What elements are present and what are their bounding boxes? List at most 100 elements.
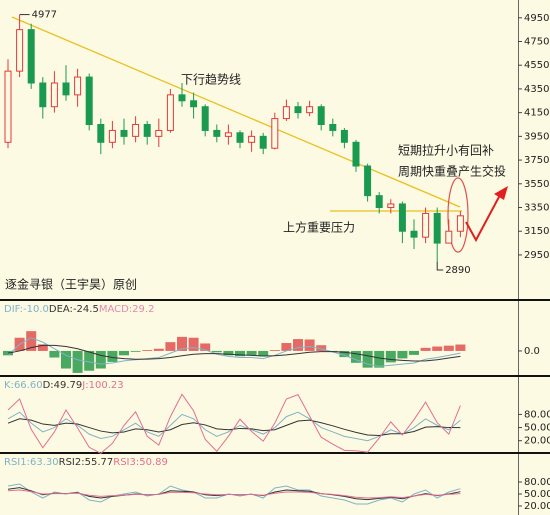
credit: 逐金寻银（王宇昊）原创 <box>5 277 137 292</box>
macd-bar <box>455 344 466 351</box>
candle-body <box>375 195 383 209</box>
indicator-line <box>7 489 461 499</box>
y-tick-label: 80.00 <box>524 409 550 420</box>
legend-name: RSI1: <box>4 457 30 468</box>
macd-bar <box>84 350 95 371</box>
macd-bar <box>130 350 141 352</box>
macd-bar <box>246 350 257 356</box>
trend-line <box>11 16 461 208</box>
macd-bar <box>3 350 13 356</box>
high-label: 4977 <box>32 10 57 21</box>
candle-body <box>224 132 232 137</box>
macd-bar <box>269 350 280 351</box>
candle-body <box>387 203 395 209</box>
candle-body <box>398 203 406 232</box>
candle-body <box>16 29 24 72</box>
candle-body <box>352 141 360 167</box>
macd-bar <box>119 350 129 356</box>
candle-body <box>282 106 290 120</box>
legend: RSI1:63.30RSI2:55.77RSI3:50.89 <box>4 457 168 468</box>
legend-value: 63.30 <box>30 457 59 468</box>
candle-body <box>120 129 128 137</box>
candle-body <box>190 100 198 108</box>
candle-body <box>213 129 221 137</box>
macd-bar <box>61 350 71 369</box>
candle-body <box>456 215 464 232</box>
macd-bar <box>95 350 106 369</box>
candle-body <box>294 106 302 114</box>
annotation: 短期拉升小有回补 <box>398 143 494 158</box>
forecast-arrow <box>465 194 501 243</box>
highlight-ellipse <box>447 177 469 253</box>
annotation: 下行趋势线 <box>181 73 241 87</box>
candle-body <box>259 135 267 149</box>
macd-bar <box>304 339 315 351</box>
macd-bar <box>107 350 118 362</box>
legend-value: 100.23 <box>89 380 124 391</box>
candle-body <box>132 124 140 137</box>
y-tick-label: 20.00 <box>524 501 550 512</box>
y-tick-label: 50.00 <box>524 423 550 434</box>
macd-bar <box>420 347 431 351</box>
macd-bar <box>235 350 245 357</box>
indicator-line <box>7 337 461 367</box>
macd-bar <box>188 337 199 351</box>
candle-body <box>108 129 116 143</box>
y-tick-label: 3350 <box>524 203 549 214</box>
y-tick-label: 20.00 <box>524 436 550 447</box>
legend-value: 49.79 <box>54 380 83 391</box>
macd-bar <box>362 350 373 368</box>
legend-value: 55.77 <box>85 457 114 468</box>
y-tick-label: 4550 <box>524 60 549 71</box>
macd-bar <box>72 350 83 373</box>
macd-bar <box>26 331 37 351</box>
macd-bar <box>49 350 60 358</box>
candle-body <box>248 135 256 143</box>
y-tick-label: 4950 <box>524 13 549 24</box>
candle-body <box>4 70 12 143</box>
candle-body <box>236 132 244 143</box>
macd-bar <box>316 345 327 351</box>
y-tick-label: 0.0 <box>524 346 540 357</box>
macd-bar <box>177 336 187 351</box>
macd-bar <box>432 346 443 351</box>
macd-bar <box>281 343 292 351</box>
y-tick-label: 2950 <box>524 250 549 261</box>
macd-bar <box>153 348 164 351</box>
indicator-line <box>7 393 461 455</box>
arrow-head <box>494 186 508 200</box>
candle-body <box>166 94 174 131</box>
macd-bar <box>142 350 153 351</box>
y-tick-label: 4350 <box>524 84 549 95</box>
candle-body <box>50 82 58 108</box>
candle-body <box>39 82 47 108</box>
candle-body <box>271 118 279 149</box>
legend-name: DEA: <box>49 304 73 315</box>
legend-name: D: <box>43 380 54 391</box>
legend-name: J: <box>81 380 88 391</box>
legend-name: DIF: <box>4 304 23 315</box>
candle-body <box>62 82 70 96</box>
candle-body <box>74 76 82 96</box>
candle-body <box>329 124 337 131</box>
macd-bar <box>397 350 408 359</box>
legend-name: RSI2: <box>59 457 85 468</box>
legend-name: MACD: <box>99 304 132 315</box>
candle-body <box>306 106 314 114</box>
plot-layer: 2950 3150 3350 3550 3750 3950 4150 4350 4550 4750… <box>3 10 550 512</box>
macd-bar <box>258 350 269 357</box>
candle-body <box>340 129 348 143</box>
candle-body <box>201 106 209 131</box>
y-tick-label: 4150 <box>524 108 549 119</box>
annotation: 上方重要压力 <box>283 220 355 235</box>
candle-body <box>433 212 441 244</box>
legend-value: 66.60 <box>14 380 43 391</box>
y-tick-label: 50.00 <box>524 489 550 500</box>
macd-bar <box>211 350 222 353</box>
macd-bar <box>37 344 48 351</box>
indicator-line <box>7 418 461 436</box>
macd-bar <box>374 350 385 368</box>
